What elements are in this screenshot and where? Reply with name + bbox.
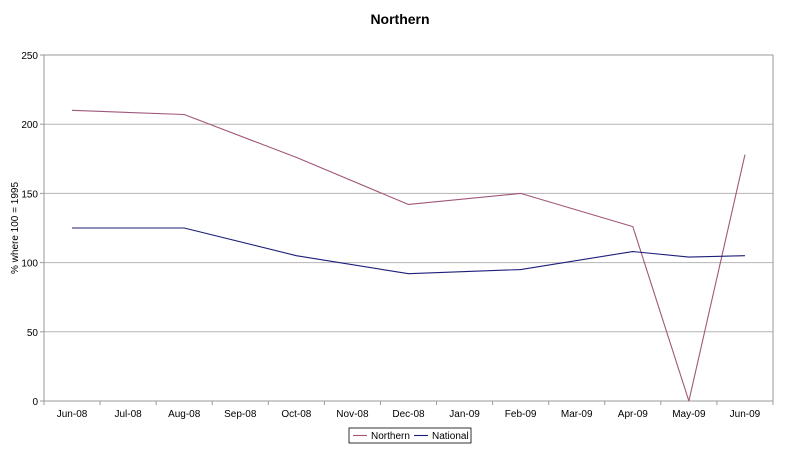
plot-area — [43, 54, 774, 402]
x-tick-label: Oct-08 — [281, 409, 311, 420]
y-tick-label: 250 — [21, 51, 38, 62]
legend-label-northern: Northern — [371, 431, 410, 442]
x-tick-label: Sep-08 — [224, 409, 257, 420]
chart-title: Northern — [370, 11, 429, 27]
x-tick-label: Apr-09 — [618, 409, 648, 420]
series-line-northern — [72, 109, 746, 402]
x-tick-label: Nov-08 — [336, 409, 369, 420]
y-axis-title: % where 100 = 1995 — [10, 182, 21, 274]
x-tick-label: Mar-09 — [561, 409, 593, 420]
x-tick-label: Jul-08 — [114, 409, 142, 420]
legend-box — [348, 427, 472, 444]
series-lines — [72, 109, 746, 402]
y-tick-label: 200 — [21, 120, 38, 131]
y-axis-ticks: 0 50 100 150 200 250 — [21, 51, 44, 408]
x-tick-label: May-09 — [672, 409, 706, 420]
series-line-national — [72, 227, 745, 275]
y-tick-label: 50 — [27, 328, 39, 339]
y-tick-label: 150 — [21, 189, 38, 200]
x-tick-label: Jun-09 — [730, 409, 761, 420]
x-tick-label: Jun-08 — [57, 409, 88, 420]
y-tick-label: 100 — [21, 259, 38, 270]
x-tick-label: Jan-09 — [449, 409, 480, 420]
x-tick-label: Feb-09 — [505, 409, 537, 420]
y-gridlines — [44, 123, 773, 333]
y-tick-label: 0 — [32, 397, 38, 408]
legend: Northern National — [348, 427, 472, 444]
x-tick-label: Aug-08 — [168, 409, 201, 420]
legend-label-national: National — [432, 431, 469, 442]
x-axis-ticks: Jun-08 Jul-08 Aug-08 Sep-08 Oct-08 Nov-08 Dec-… — [43, 401, 774, 420]
x-tick-label: Dec-08 — [392, 409, 425, 420]
